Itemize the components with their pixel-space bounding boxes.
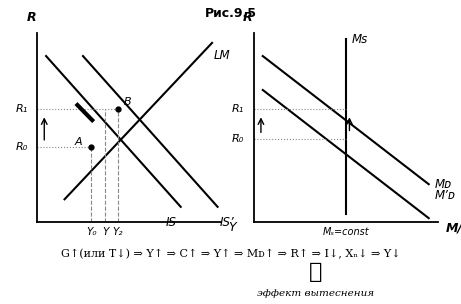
Text: R₁: R₁ <box>15 104 28 114</box>
Text: Mᴅ: Mᴅ <box>434 178 451 191</box>
Text: M/P: M/P <box>445 221 461 234</box>
Text: Y₀: Y₀ <box>86 227 96 237</box>
Text: эффект вытеснения: эффект вытеснения <box>257 289 374 299</box>
Text: R: R <box>243 11 253 24</box>
Text: G↑(или T↓) ⇒ Y↑ ⇒ C↑ ⇒ Y↑ ⇒ Mᴅ↑ ⇒ R↑ ⇒ I↓, Xₙ↓ ⇒ Y↓: G↑(или T↓) ⇒ Y↑ ⇒ C↑ ⇒ Y↑ ⇒ Mᴅ↑ ⇒ R↑ ⇒ I… <box>61 249 400 259</box>
Text: A: A <box>75 136 82 147</box>
Text: Y₂: Y₂ <box>113 227 123 237</box>
Text: Y: Y <box>102 227 108 237</box>
Text: Рис.9.5: Рис.9.5 <box>205 7 256 20</box>
Text: IS: IS <box>166 216 177 229</box>
Text: LM: LM <box>214 49 230 61</box>
Text: R₀: R₀ <box>15 142 28 151</box>
Text: R: R <box>27 11 36 24</box>
Text: Mₛ=const: Mₛ=const <box>322 227 369 237</box>
Text: Ms: Ms <box>351 33 367 46</box>
Text: R₁: R₁ <box>232 104 244 114</box>
Text: Y: Y <box>229 221 236 234</box>
Text: R̅₀: R̅₀ <box>232 134 244 144</box>
Text: M’ᴅ: M’ᴅ <box>434 189 455 202</box>
Text: ⏟: ⏟ <box>309 262 323 282</box>
Text: IS’: IS’ <box>219 216 234 229</box>
Text: B: B <box>124 97 131 107</box>
